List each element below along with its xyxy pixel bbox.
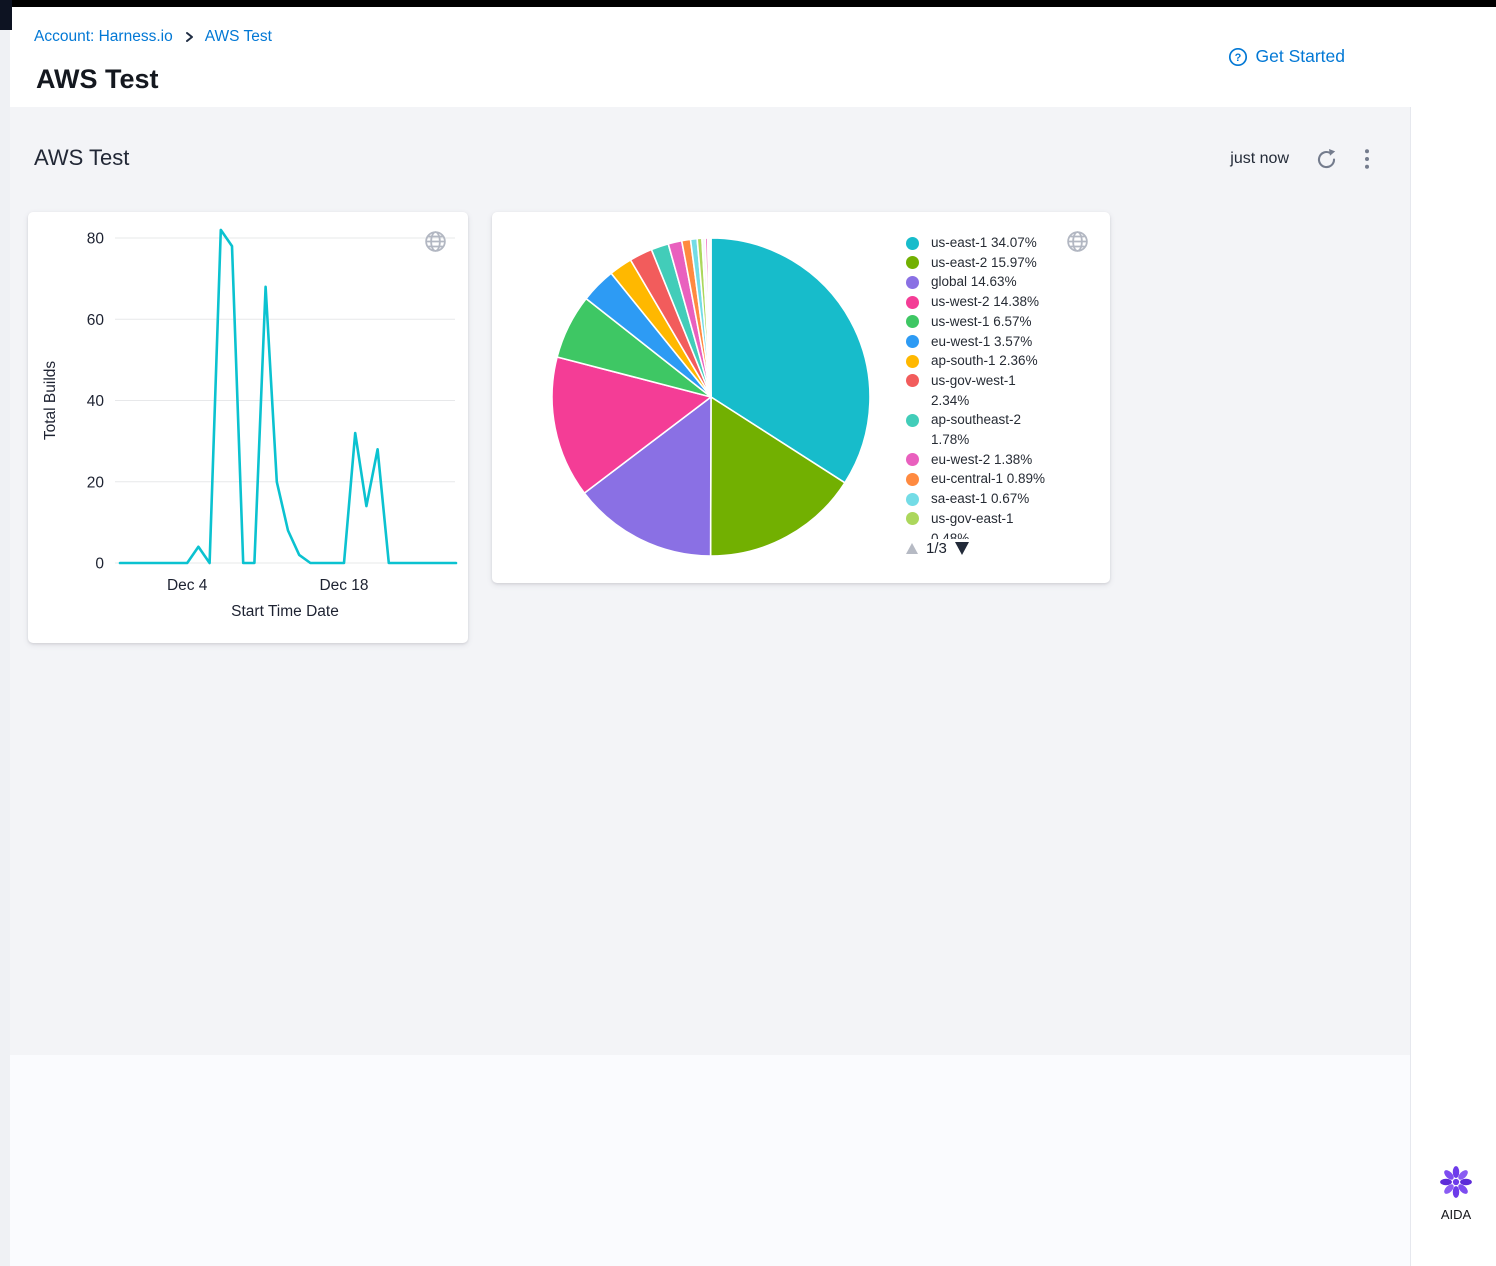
- legend-label: us-west-2 14.38%: [931, 294, 1040, 310]
- svg-text:?: ?: [1234, 52, 1241, 64]
- legend-label: us-gov-east-1 0.48%: [931, 510, 1014, 539]
- pie-slice-us-west-2[interactable]: [551, 356, 712, 494]
- legend-item-us-west-2[interactable]: us-west-2 14.38%: [906, 292, 1098, 312]
- legend-color-dot: [906, 295, 919, 309]
- y-tick-label: 40: [87, 393, 105, 410]
- legend-item-us-gov-east-1[interactable]: us-gov-east-1 0.48%: [906, 509, 1098, 539]
- left-rail: [0, 30, 10, 1266]
- legend-label: eu-west-1 3.57%: [931, 333, 1033, 349]
- y-tick-label: 80: [87, 231, 105, 248]
- dashboard-title: AWS Test: [34, 145, 130, 170]
- total-builds-card: 0 20 40 60 80 Dec 4 Dec 18 Total Builds Start Ti…: [28, 212, 468, 643]
- get-started-label: Get Started: [1255, 46, 1346, 66]
- legend-color-dot: [906, 335, 919, 349]
- legend-pagination: 1/3: [906, 540, 969, 557]
- pie-legend: us-east-1 34.07% us-east-2 15.97% global 1…: [906, 233, 1098, 539]
- y-tick-label: 20: [87, 474, 105, 491]
- pie-slice-global[interactable]: [583, 396, 712, 557]
- y-axis-title: Total Builds: [42, 361, 59, 441]
- dashboard-actions: just now: [1230, 144, 1370, 174]
- timezone-globe-icon[interactable]: [1065, 229, 1090, 259]
- legend-item-us-gov-west-1[interactable]: us-gov-west-1 2.34%: [906, 371, 1098, 410]
- legend-color-dot: [906, 472, 919, 486]
- breadcrumb-current-link[interactable]: AWS Test: [204, 28, 272, 45]
- right-rail-divider: [1410, 107, 1411, 1266]
- breadcrumb: Account: Harness.io AWS Test: [34, 28, 272, 46]
- collapsed-nav-corner: [0, 0, 12, 30]
- pie-slice-us-east-2[interactable]: [709, 396, 846, 557]
- legend-item-sa-east-1[interactable]: sa-east-1 0.67%: [906, 489, 1098, 509]
- legend-item-us-east-2[interactable]: us-east-2 15.97%: [906, 253, 1098, 273]
- legend-label: sa-east-1 0.67%: [931, 491, 1030, 507]
- last-refreshed-text: just now: [1230, 150, 1289, 167]
- legend-label: us-east-1 34.07%: [931, 235, 1037, 250]
- x-tick-label: Dec 18: [319, 577, 368, 594]
- legend-color-dot: [906, 256, 919, 270]
- chevron-right-icon: [185, 32, 193, 42]
- legend-label: ap-south-1 2.36%: [931, 353, 1038, 369]
- legend-color-dot: [906, 275, 919, 289]
- legend-color-dot: [906, 512, 919, 526]
- legend-color-dot: [906, 236, 919, 250]
- legend-label: ap-southeast-2 1.78%: [931, 412, 1022, 448]
- legend-label: global 14.63%: [931, 274, 1017, 290]
- breadcrumb-account-link[interactable]: Account: Harness.io: [34, 28, 173, 45]
- legend-page-down-icon[interactable]: [954, 542, 969, 555]
- aida-widget[interactable]: AIDA: [1433, 1163, 1479, 1222]
- help-icon: ?: [1228, 47, 1247, 66]
- refresh-button[interactable]: [1315, 148, 1338, 171]
- legend-item-ap-southeast-2[interactable]: ap-southeast-2 1.78%: [906, 410, 1098, 449]
- kebab-menu-icon: [1365, 149, 1369, 169]
- dashboard-section: AWS Test just now 0 20 40 60 80 Dec 4 Dec 18 To…: [10, 107, 1410, 1055]
- legend-label: eu-west-2 1.38%: [931, 451, 1033, 467]
- page-title: AWS Test: [36, 64, 159, 94]
- pie-slice-unlabeled[interactable]: [706, 237, 712, 398]
- legend-page-indicator: 1/3: [926, 540, 947, 557]
- legend-color-dot: [906, 413, 919, 427]
- legend-color-dot: [906, 374, 919, 388]
- aida-label: AIDA: [1440, 1207, 1472, 1222]
- legend-item-eu-central-1[interactable]: eu-central-1 0.89%: [906, 469, 1098, 489]
- line-chart-svg[interactable]: 0 20 40 60 80 Dec 4 Dec 18 Total Builds Start Ti…: [28, 212, 468, 643]
- legend-label: us-east-2 15.97%: [931, 254, 1037, 270]
- legend-item-us-east-1[interactable]: us-east-1 34.07%: [906, 233, 1098, 253]
- legend-item-global[interactable]: global 14.63%: [906, 272, 1098, 292]
- y-tick-label: 0: [95, 556, 104, 573]
- region-distribution-card: us-east-1 34.07% us-east-2 15.97% global 1…: [492, 212, 1110, 583]
- legend-color-dot: [906, 492, 919, 506]
- legend-page-up-icon[interactable]: [906, 543, 918, 554]
- legend-color-dot: [906, 354, 919, 368]
- timezone-globe-icon[interactable]: [423, 229, 448, 259]
- legend-color-dot: [906, 315, 919, 329]
- pie-chart-svg[interactable]: [492, 212, 1110, 583]
- legend-color-dot: [906, 453, 919, 467]
- legend-label: us-gov-west-1 2.34%: [931, 372, 1016, 408]
- y-tick-label: 60: [87, 312, 105, 329]
- legend-item-ap-south-1[interactable]: ap-south-1 2.36%: [906, 351, 1098, 371]
- x-tick-label: Dec 4: [167, 577, 208, 594]
- kebab-menu-button[interactable]: [1364, 148, 1370, 170]
- aida-logo-icon: [1440, 1166, 1472, 1198]
- legend-item-us-west-1[interactable]: us-west-1 6.57%: [906, 312, 1098, 332]
- get-started-link[interactable]: ? Get Started: [1228, 46, 1346, 67]
- top-black-bar: [0, 0, 1496, 7]
- legend-label: eu-central-1 0.89%: [931, 471, 1046, 487]
- total-builds-line[interactable]: [118, 228, 458, 565]
- refresh-icon: [1317, 148, 1336, 168]
- legend-label: us-west-1 6.57%: [931, 313, 1032, 329]
- legend-item-eu-west-1[interactable]: eu-west-1 3.57%: [906, 332, 1098, 352]
- x-axis-title: Start Time Date: [231, 603, 339, 620]
- legend-item-eu-west-2[interactable]: eu-west-2 1.38%: [906, 450, 1098, 470]
- bottom-strip: [10, 1055, 1410, 1266]
